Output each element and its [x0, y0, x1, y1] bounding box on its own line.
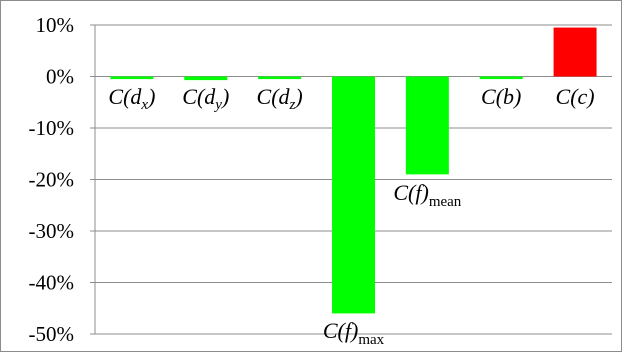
y-tick-label: -30% [29, 219, 75, 243]
y-tick-label: -20% [29, 168, 75, 192]
category-label: C(dy) [182, 84, 229, 113]
category-label: C(c) [556, 84, 595, 109]
y-tick-label: -10% [29, 116, 75, 140]
category-label: C(f)mean [393, 180, 461, 210]
category-label: C(dz) [257, 84, 303, 113]
bar [110, 76, 154, 80]
bar [553, 27, 597, 77]
y-tick-label: 0% [46, 65, 74, 89]
category-label: C(f)max [323, 318, 385, 348]
y-tick-label: 10% [36, 13, 75, 37]
bar [332, 76, 375, 314]
y-tick-label: -50% [29, 322, 75, 346]
bar [405, 76, 449, 175]
bar [184, 76, 228, 81]
bar [479, 76, 523, 80]
bar [258, 76, 302, 80]
category-label: C(b) [481, 84, 521, 109]
category-label: C(dx) [108, 84, 155, 113]
y-tick-label: -40% [29, 271, 75, 295]
